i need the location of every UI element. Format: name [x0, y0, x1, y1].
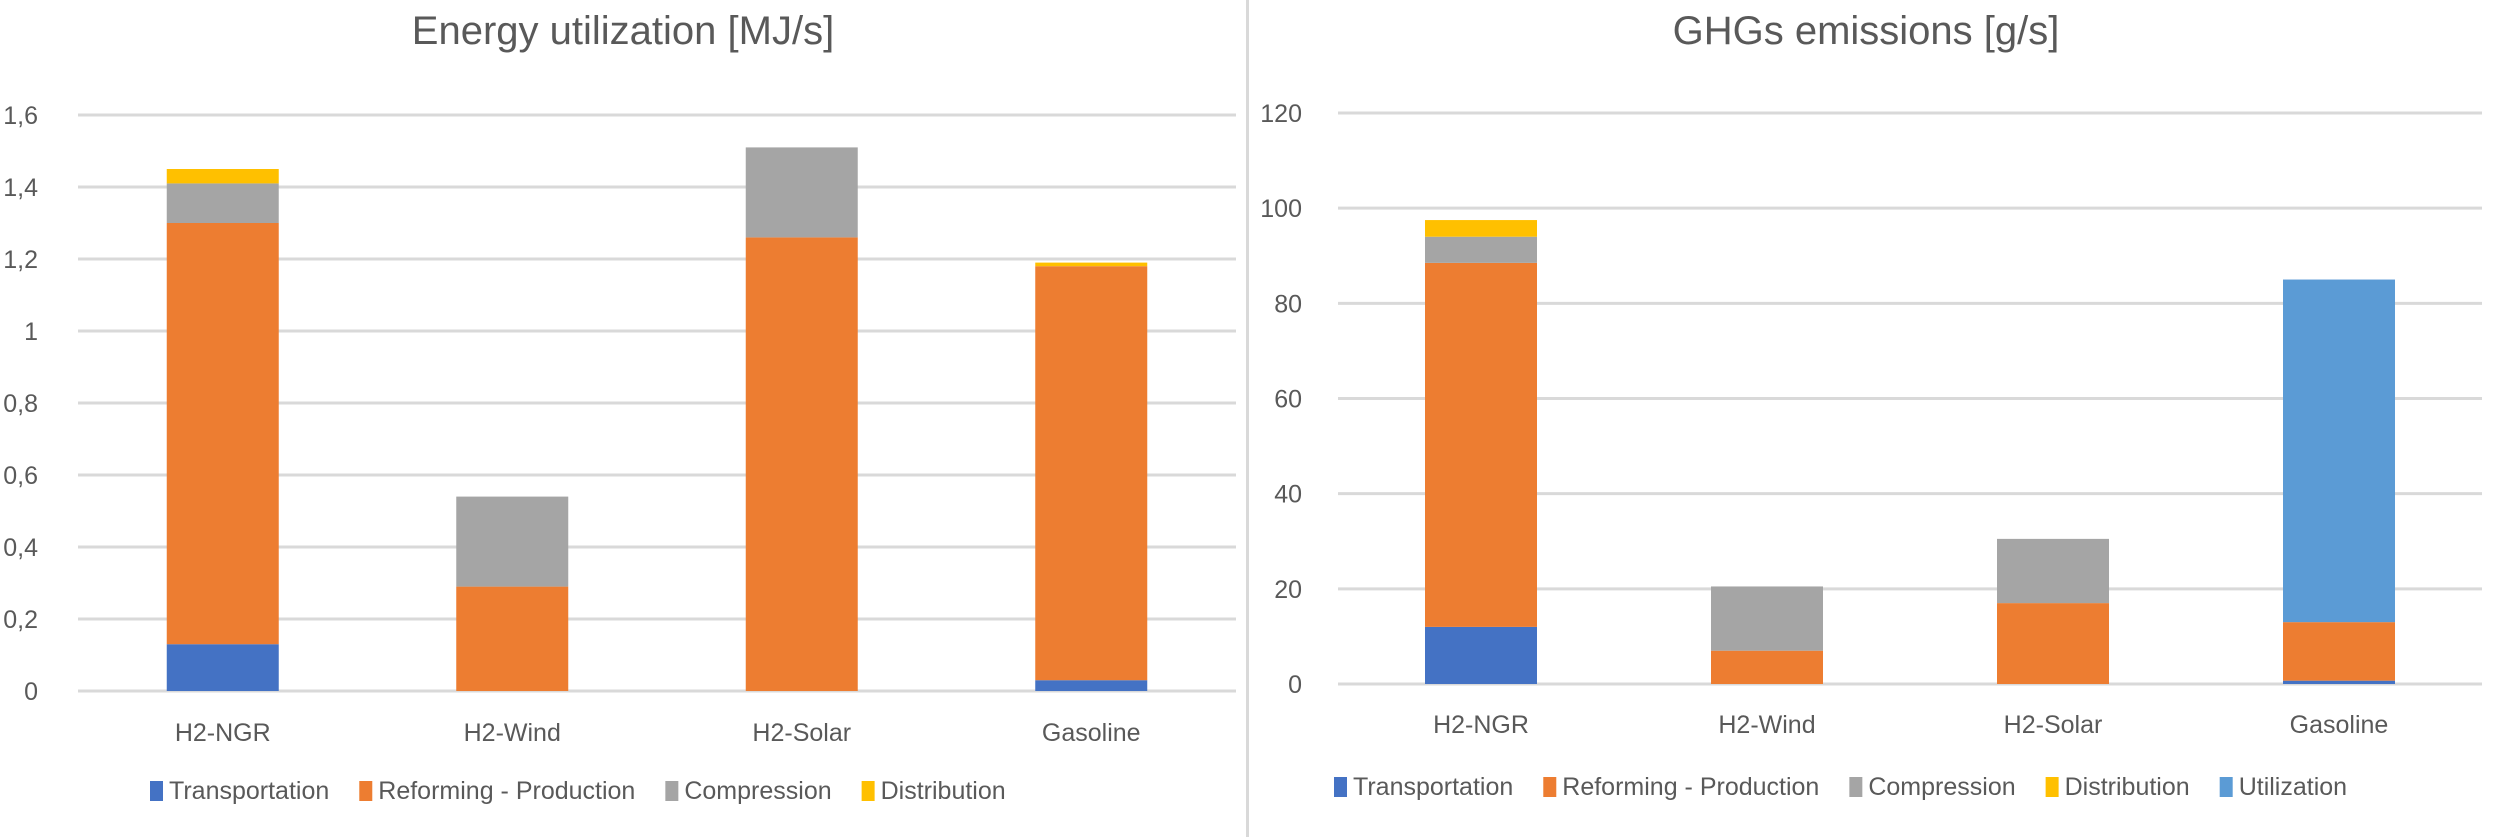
y-tick-label: 0,8: [3, 390, 38, 418]
bar-h2-wind-reforming-production: [456, 586, 569, 691]
legend-swatch-compression: [665, 781, 679, 801]
bar-h2-wind-reforming-production: [1711, 650, 1823, 684]
y-tick-label: 0,4: [3, 534, 38, 562]
y-tick-label: 80: [1274, 290, 1302, 318]
y-tick-label: 0,6: [3, 462, 38, 490]
legend-swatch-transportation: [150, 781, 163, 801]
y-tick-label: 100: [1260, 195, 1302, 223]
panel-divider: [1246, 0, 1249, 837]
x-category-label: Gasoline: [2290, 711, 2389, 739]
bar-h2-wind-compression: [456, 496, 569, 587]
y-tick-label: 1,6: [3, 102, 38, 130]
bar-gasoline-transportation: [1035, 680, 1148, 691]
y-tick-label: 0,2: [3, 606, 38, 634]
legend-swatch-reforming-production: [359, 781, 373, 801]
bar-h2-ngr-transportation: [166, 644, 279, 691]
legend-swatch-compression: [1849, 777, 1863, 797]
x-category-label: H2-Wind: [1718, 711, 1815, 739]
bar-gasoline-utilization: [2283, 279, 2395, 623]
bar-h2-ngr-transportation: [1425, 626, 1537, 684]
bar-h2-ngr-distribution: [166, 169, 279, 184]
ghg-emissions-chart: GHGs emissions [g/s] 0 20 40 60 80 100 120 H2-NG…: [1260, 9, 2482, 801]
legend-label-reforming-production: Reforming - Production: [1562, 773, 1819, 801]
chart-title: Energy utilization [MJ/s]: [412, 9, 834, 53]
bar-h2-ngr-compression: [166, 183, 279, 223]
bar-h2-solar-reforming-production: [745, 237, 858, 691]
y-tick-label: 1,4: [3, 174, 38, 202]
y-tick-label: 120: [1260, 100, 1302, 128]
legend-label-reforming-production: Reforming - Production: [378, 777, 635, 805]
y-tick-label: 0: [24, 678, 38, 706]
legend-swatch-transportation: [1334, 777, 1347, 797]
bar-h2-ngr-distribution: [1425, 220, 1537, 237]
legend-swatch-distribution: [861, 781, 875, 801]
bar-gasoline-distribution: [1035, 262, 1148, 267]
energy-utilization-chart: Energy utilization [MJ/s] 0 0,2 0,4 0,6 0,8 1 1…: [3, 9, 1236, 805]
bar-h2-solar-compression: [745, 147, 858, 238]
legend-label-distribution: Distribution: [881, 777, 1006, 805]
y-tick-label: 1: [24, 318, 38, 346]
legend-swatch-reforming-production: [1543, 777, 1557, 797]
legend-label-compression: Compression: [684, 777, 831, 805]
bar-h2-solar-reforming-production: [1997, 603, 2109, 684]
bar-gasoline-reforming-production: [1035, 266, 1148, 681]
bar-h2-ngr-reforming-production: [1425, 262, 1537, 627]
x-category-label: Gasoline: [1042, 719, 1141, 747]
legend-swatch-utilization: [2219, 777, 2233, 797]
y-tick-label: 0: [1288, 671, 1302, 699]
legend-label-transportation: Transportation: [1353, 773, 1513, 801]
legend-swatch-distribution: [2045, 777, 2059, 797]
y-tick-label: 1,2: [3, 246, 38, 274]
y-tick-label: 20: [1274, 576, 1302, 604]
bar-gasoline-reforming-production: [2283, 622, 2395, 681]
bar-h2-solar-compression: [1997, 538, 2109, 604]
chart-title: GHGs emissions [g/s]: [1673, 9, 2060, 53]
x-category-label: H2-Solar: [2004, 711, 2103, 739]
chart-legend: Transportation Reforming - Production Comp…: [1334, 773, 2347, 801]
bar-h2-ngr-compression: [1425, 236, 1537, 263]
bar-h2-wind-compression: [1711, 586, 1823, 651]
x-category-label: H2-NGR: [1433, 711, 1529, 739]
ghg-emissions-chart-panel: GHGs emissions [g/s] 0 20 40 60 80 100 120 H2-NG…: [1250, 0, 2503, 837]
legend-label-transportation: Transportation: [169, 777, 329, 805]
bar-h2-ngr-reforming-production: [166, 223, 279, 645]
energy-utilization-chart-panel: Energy utilization [MJ/s] 0 0,2 0,4 0,6 0,8 1 1…: [0, 0, 1246, 837]
x-category-label: H2-Wind: [464, 719, 561, 747]
y-tick-label: 40: [1274, 481, 1302, 509]
legend-label-compression: Compression: [1868, 773, 2015, 801]
bar-gasoline-transportation: [2283, 680, 2395, 684]
legend-label-distribution: Distribution: [2065, 773, 2190, 801]
legend-label-utilization: Utilization: [2239, 773, 2347, 801]
y-tick-label: 60: [1274, 386, 1302, 414]
x-category-label: H2-Solar: [752, 719, 851, 747]
chart-legend: Transportation Reforming - Production Comp…: [150, 777, 1006, 805]
x-category-label: H2-NGR: [175, 719, 271, 747]
